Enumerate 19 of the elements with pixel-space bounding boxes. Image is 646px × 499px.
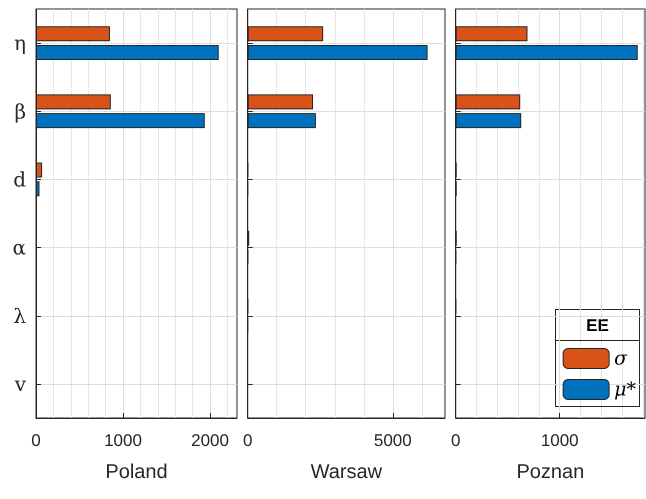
x-axis-title: Poznan (516, 461, 584, 483)
x-tick-label: 0 (31, 431, 41, 450)
y-tick-label: v (14, 372, 27, 396)
y-tick-label: α (12, 236, 26, 260)
x-tick-label: 0 (242, 431, 252, 450)
x-tick-label: 1000 (540, 431, 579, 450)
x-tick-label: 5000 (374, 431, 412, 450)
y-tick-label: β (14, 99, 26, 124)
x-axis-title: Warsaw (310, 461, 383, 483)
legend-title: EE (586, 316, 609, 335)
legend-label: μ* (614, 378, 636, 400)
x-tick-label: 1000 (104, 431, 142, 450)
y-tick-label: d (13, 167, 26, 192)
y-tick-label: η (14, 31, 26, 56)
x-axis-title: Poland (105, 461, 168, 483)
legend-label: σ (614, 348, 628, 370)
y-tick-label: λ (13, 304, 26, 328)
x-tick-label: 0 (450, 431, 460, 450)
x-tick-label: 2000 (191, 431, 229, 450)
